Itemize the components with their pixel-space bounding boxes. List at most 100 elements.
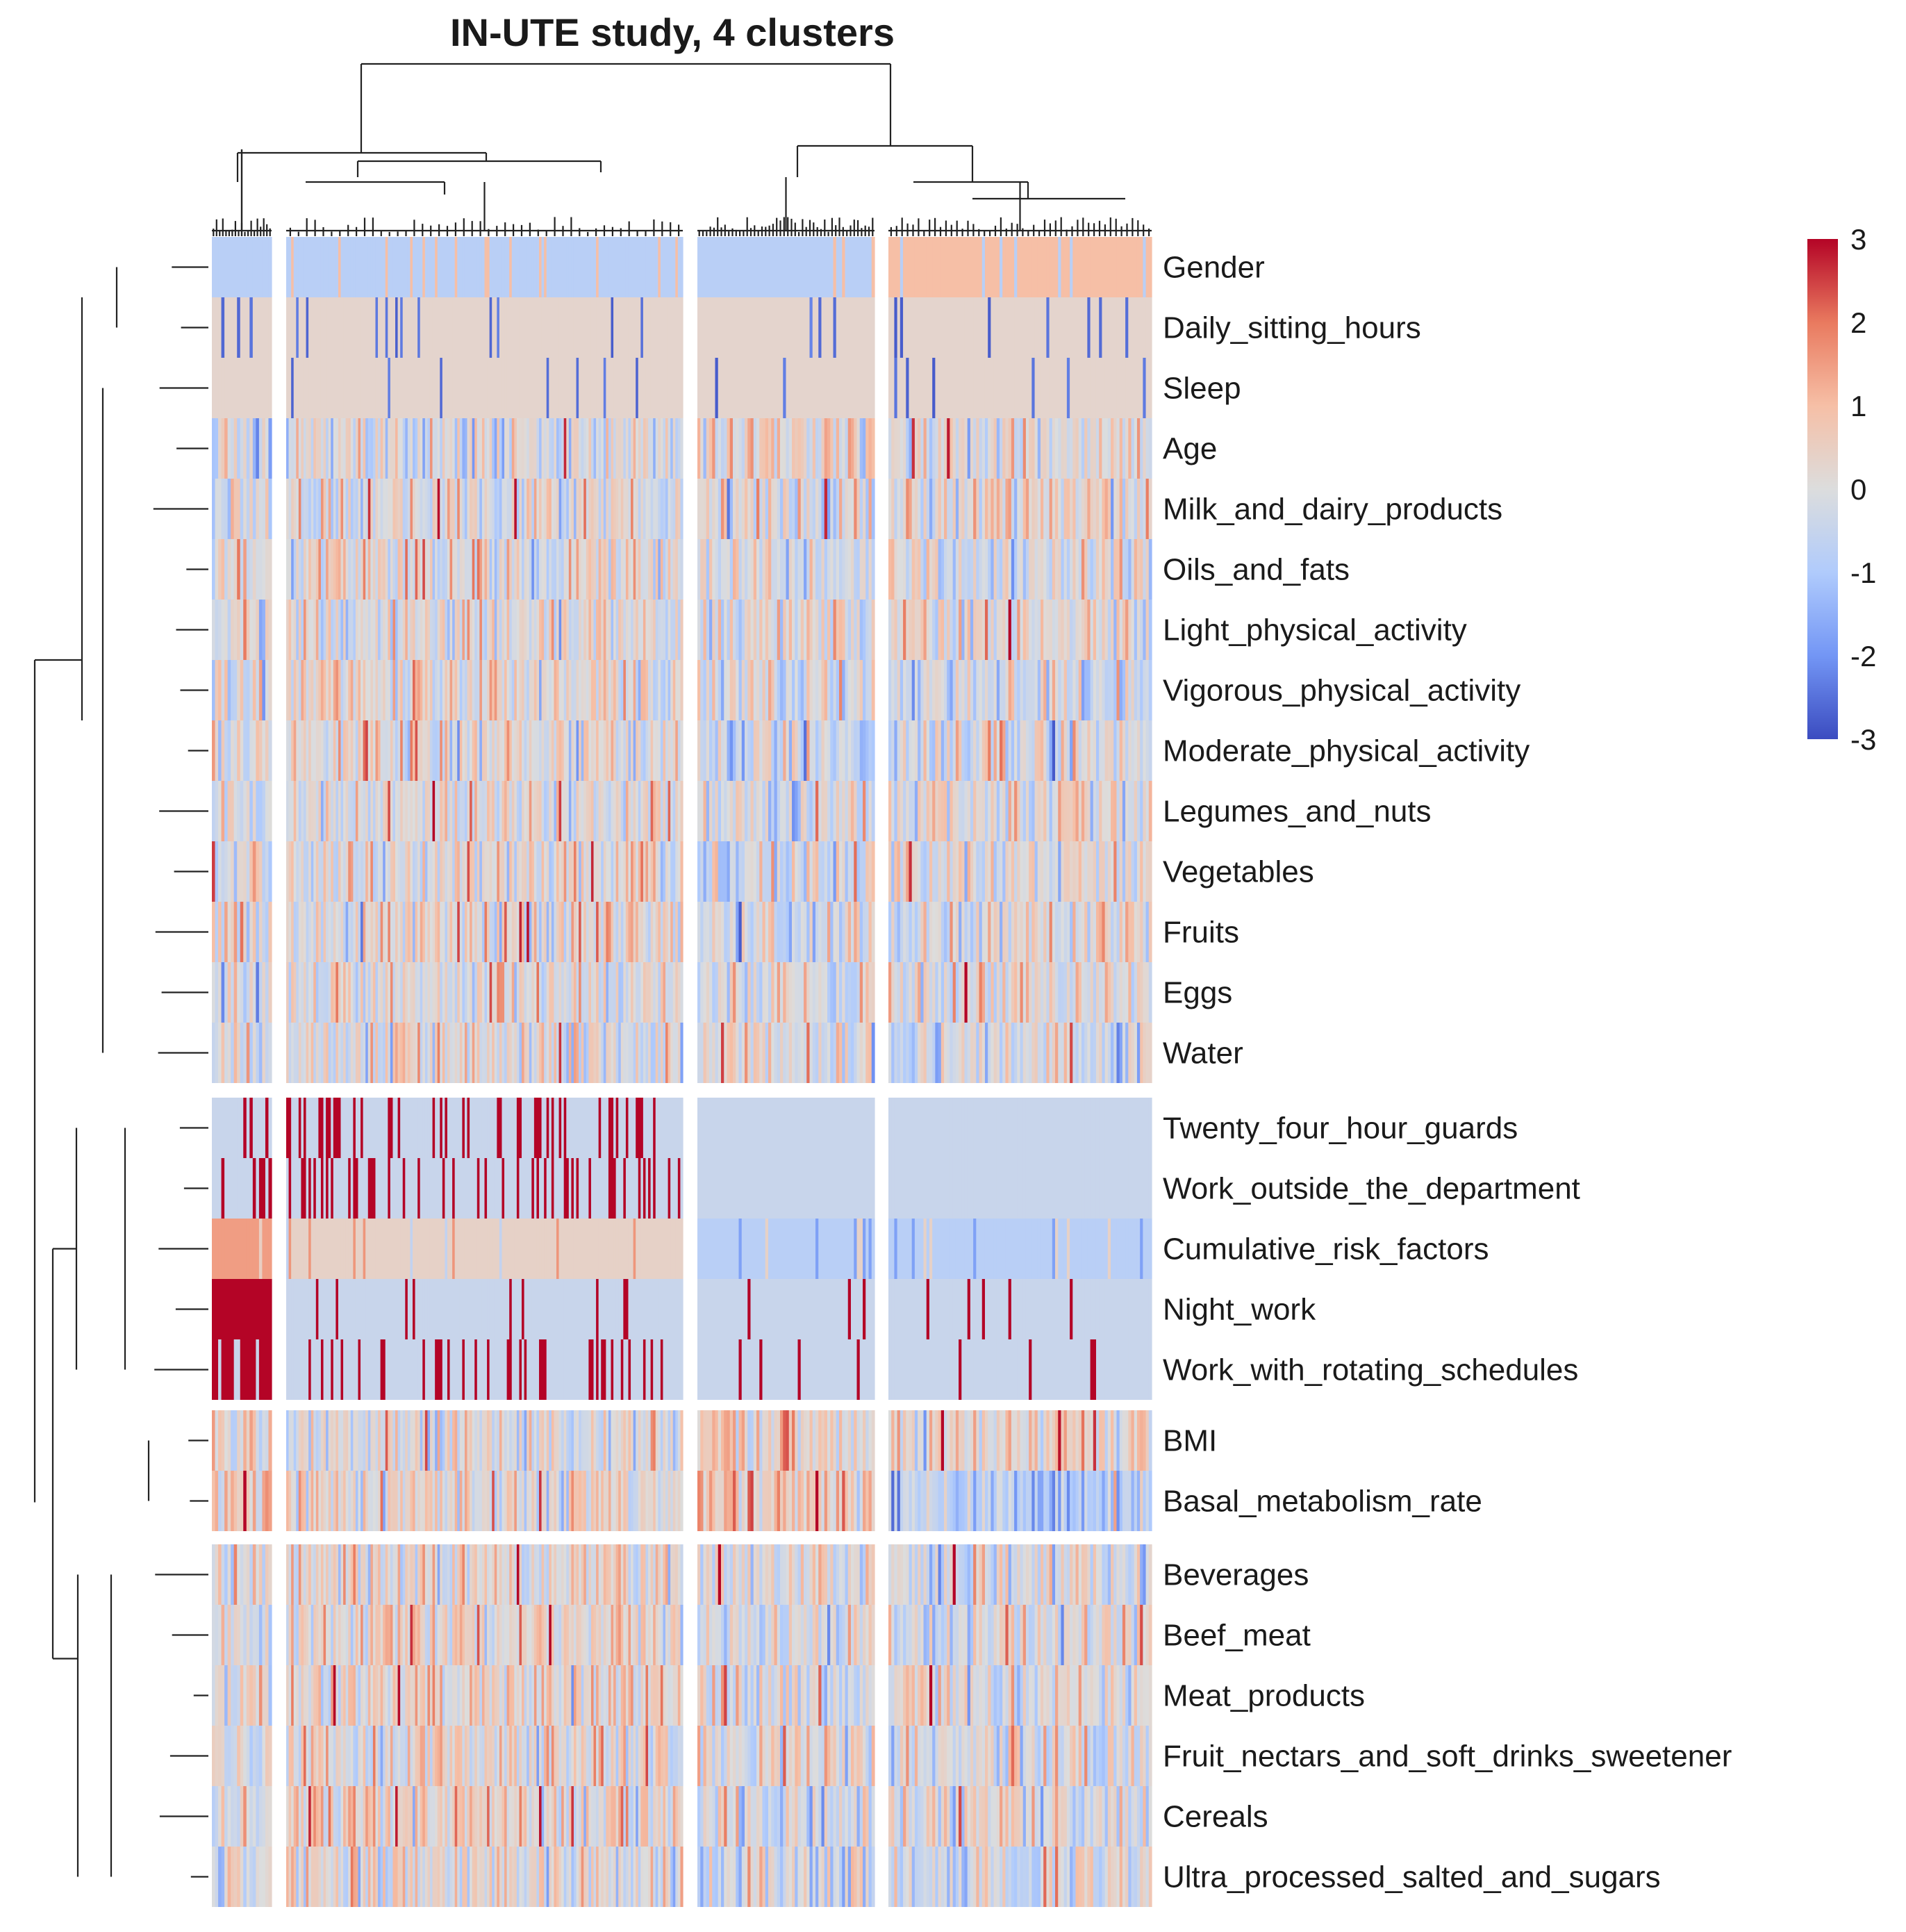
heatmap-cell <box>315 841 319 902</box>
heatmap-cell <box>1011 781 1015 841</box>
heatmap-cell <box>783 1023 787 1083</box>
heatmap-cell <box>385 781 388 841</box>
heatmap-cell <box>445 358 448 418</box>
heatmap-cell <box>343 1098 347 1158</box>
heatmap-cell <box>328 720 331 781</box>
heatmap-cell <box>561 962 565 1023</box>
heatmap-cell <box>663 720 666 781</box>
heatmap-cell <box>476 600 480 660</box>
heatmap-cell <box>631 1023 634 1083</box>
heatmap-cell <box>926 781 930 841</box>
heatmap-cell <box>365 237 369 297</box>
heatmap-cell <box>240 479 244 539</box>
heatmap-cell <box>765 902 769 962</box>
heatmap-cell <box>308 297 312 358</box>
heatmap-cell <box>1102 539 1106 600</box>
heatmap-cell <box>246 962 250 1023</box>
heatmap-cell <box>593 1023 597 1083</box>
heatmap-cell <box>914 358 918 418</box>
heatmap-cell <box>392 418 396 479</box>
heatmap-cell <box>703 720 707 781</box>
heatmap-cell <box>631 902 634 962</box>
heatmap-cell <box>499 358 503 418</box>
heatmap-cell <box>568 479 572 539</box>
heatmap-cell <box>568 1098 572 1158</box>
heatmap-cell <box>481 418 486 479</box>
heatmap-cell <box>603 297 606 358</box>
heatmap-cell <box>464 1098 468 1158</box>
heatmap-cell <box>935 358 939 418</box>
heatmap-cell <box>375 539 379 600</box>
heatmap-cell <box>847 297 852 358</box>
heatmap-cell <box>306 1098 309 1158</box>
heatmap-cell <box>288 720 292 781</box>
heatmap-cell <box>935 479 939 539</box>
heatmap-cell <box>718 539 722 600</box>
heatmap-cell <box>706 902 710 962</box>
heatmap-cell <box>964 358 968 418</box>
heatmap-cell <box>706 479 710 539</box>
heatmap-cell <box>665 902 669 962</box>
heatmap-cell <box>243 539 247 600</box>
heatmap-cell <box>596 600 599 660</box>
heatmap-cell <box>1122 418 1126 479</box>
heatmap-cell <box>797 781 802 841</box>
heatmap-cell <box>903 720 906 781</box>
heatmap-cell <box>1049 660 1053 720</box>
heatmap-cell <box>1002 781 1006 841</box>
heatmap-cell <box>1136 720 1141 781</box>
heatmap-cell <box>492 841 495 902</box>
heatmap-cell <box>929 297 933 358</box>
heatmap-cell <box>650 600 654 660</box>
heatmap-cell <box>1090 297 1094 358</box>
heatmap-cell <box>906 1023 910 1083</box>
heatmap-cell <box>1008 781 1012 841</box>
heatmap-cell <box>221 720 225 781</box>
heatmap-cell <box>1061 962 1065 1023</box>
heatmap-cell <box>268 962 272 1023</box>
heatmap-cell <box>1040 479 1044 539</box>
heatmap-cell <box>561 902 565 962</box>
heatmap-cell <box>541 841 545 902</box>
heatmap-cell <box>1025 660 1029 720</box>
heatmap-cell <box>367 1098 371 1158</box>
heatmap-cell <box>795 660 799 720</box>
heatmap-cell <box>353 297 356 358</box>
heatmap-cell <box>308 1023 312 1083</box>
heatmap-cell <box>298 297 302 358</box>
heatmap-cell <box>358 781 361 841</box>
heatmap-cell <box>544 720 547 781</box>
heatmap-cell <box>868 660 872 720</box>
heatmap-cell <box>598 358 602 418</box>
heatmap-cell <box>1090 841 1094 902</box>
heatmap-cell <box>420 841 423 902</box>
heatmap-cell <box>221 297 225 358</box>
heatmap-cell <box>668 962 671 1023</box>
heatmap-cell <box>293 479 297 539</box>
heatmap-cell <box>645 902 649 962</box>
heatmap-cell <box>660 418 664 479</box>
heatmap-cell <box>318 841 322 902</box>
heatmap-cell <box>323 479 326 539</box>
heatmap-cell <box>839 962 843 1023</box>
heatmap-cell <box>967 1023 971 1083</box>
heatmap-cell <box>900 418 904 479</box>
heatmap-cell <box>402 720 406 781</box>
heatmap-cell <box>863 358 866 418</box>
heatmap-cell <box>827 781 831 841</box>
heatmap-cell <box>233 781 238 841</box>
heatmap-cell <box>343 962 347 1023</box>
heatmap-cell <box>320 600 324 660</box>
heatmap-cell <box>484 600 488 660</box>
heatmap-cell <box>504 237 508 297</box>
heatmap-cell <box>1029 237 1032 297</box>
heatmap-cell <box>474 660 478 720</box>
heatmap-cell <box>519 237 522 297</box>
heatmap-cell <box>1116 539 1120 600</box>
heatmap-cell <box>437 418 440 479</box>
heatmap-cell <box>1000 841 1003 902</box>
heatmap-cell <box>797 237 802 297</box>
heatmap-cell <box>611 418 614 479</box>
heatmap-cell <box>830 418 834 479</box>
heatmap-cell <box>489 1098 492 1158</box>
